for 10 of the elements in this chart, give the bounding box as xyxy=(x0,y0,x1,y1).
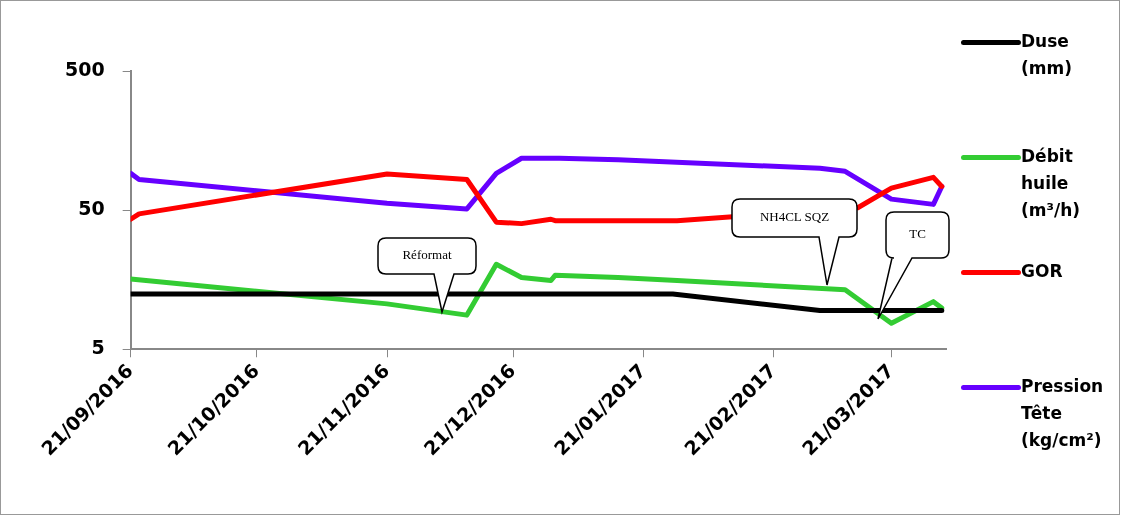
legend-label: Débit huile (m³/h) xyxy=(1021,145,1081,222)
annotation: NH4CL SQZ xyxy=(758,209,831,225)
legend-label: GOR xyxy=(1021,260,1064,283)
legend-label: Duse (mm) xyxy=(1021,30,1073,80)
annotation: Réformat xyxy=(401,247,453,263)
y-tick-label: 500 xyxy=(64,57,105,80)
annotation: TC xyxy=(908,226,927,242)
y-tick-label: 50 xyxy=(78,197,105,220)
y-tick-label: 5 xyxy=(91,336,105,359)
legend-label: Pression Tête (kg/cm²) xyxy=(1021,375,1104,452)
